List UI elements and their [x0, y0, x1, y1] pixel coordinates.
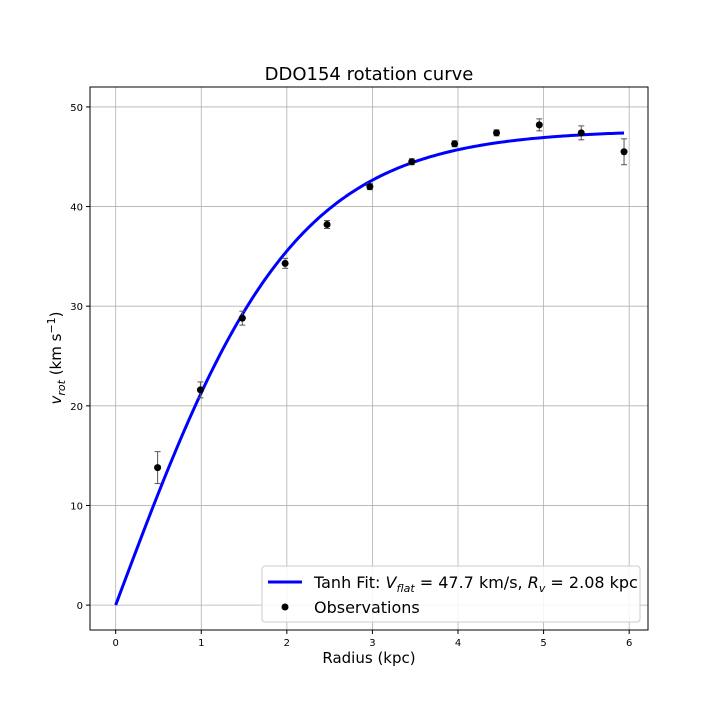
axis-ticks: 0 1 2 3 4 5 6 0 10 20 30 40 50 — [70, 103, 632, 649]
x-tick-label: 2 — [284, 638, 290, 649]
fit-series — [114, 131, 625, 606]
legend-rv-symbol: R — [528, 573, 539, 592]
legend-rv-subscript: v — [539, 582, 546, 595]
x-axis-label: Radius (kpc) — [322, 649, 415, 667]
legend-vflat-symbol: V — [386, 573, 398, 592]
y-axis-label-close: ) — [47, 311, 65, 317]
observation-point — [366, 183, 374, 191]
observation-point — [535, 121, 543, 129]
x-tick-label: 4 — [455, 638, 461, 649]
x-tick-label: 3 — [369, 638, 375, 649]
observation-point — [238, 314, 246, 322]
y-tick-label: 10 — [70, 501, 83, 512]
legend-vflat-subscript: flat — [396, 582, 415, 595]
observation-point — [408, 158, 416, 166]
legend-observations-label: Observations — [314, 598, 420, 617]
observation-point — [451, 140, 459, 148]
grid — [90, 87, 648, 630]
fit-curve-line — [114, 131, 625, 606]
x-tick-label: 0 — [112, 638, 118, 649]
x-tick-label: 5 — [540, 638, 546, 649]
y-axis-label-subscript: rot — [55, 379, 68, 395]
plot-area-frame — [89, 86, 649, 631]
observation-point — [620, 148, 628, 156]
y-tick-label: 20 — [70, 402, 83, 413]
y-tick-label: 50 — [70, 103, 83, 114]
y-axis-label-symbol: v — [47, 395, 65, 405]
legend-rv-value: = 2.08 kpc — [545, 573, 638, 592]
legend-fit-label: Tanh Fit: Vflat = 47.7 km/s, Rv = 2.08 k… — [313, 573, 638, 595]
y-tick-label: 40 — [70, 203, 83, 214]
legend-fit-prefix: Tanh Fit: — [313, 573, 386, 592]
chart-title: DDO154 rotation curve — [265, 64, 474, 85]
observation-point — [577, 129, 585, 137]
x-tick-label: 6 — [626, 638, 632, 649]
observation-point — [196, 386, 204, 394]
legend: Tanh Fit: Vflat = 47.7 km/s, Rv = 2.08 k… — [261, 565, 641, 623]
y-axis-label-superscript: −1 — [45, 317, 58, 333]
x-tick-label: 1 — [198, 638, 204, 649]
legend-observations-marker — [281, 603, 289, 611]
y-axis-label: vrot (km s−1) — [45, 311, 68, 404]
observation-point — [493, 129, 501, 137]
observation-point — [154, 464, 162, 472]
y-tick-label: 30 — [70, 302, 83, 313]
y-axis-label-unit: (km s — [47, 333, 65, 380]
legend-vflat-value: = 47.7 km/s, — [415, 573, 528, 592]
observations-series — [154, 118, 628, 485]
observation-point — [323, 220, 331, 228]
legend-box — [261, 565, 641, 623]
y-tick-label: 0 — [77, 601, 83, 612]
observation-point — [281, 259, 289, 267]
